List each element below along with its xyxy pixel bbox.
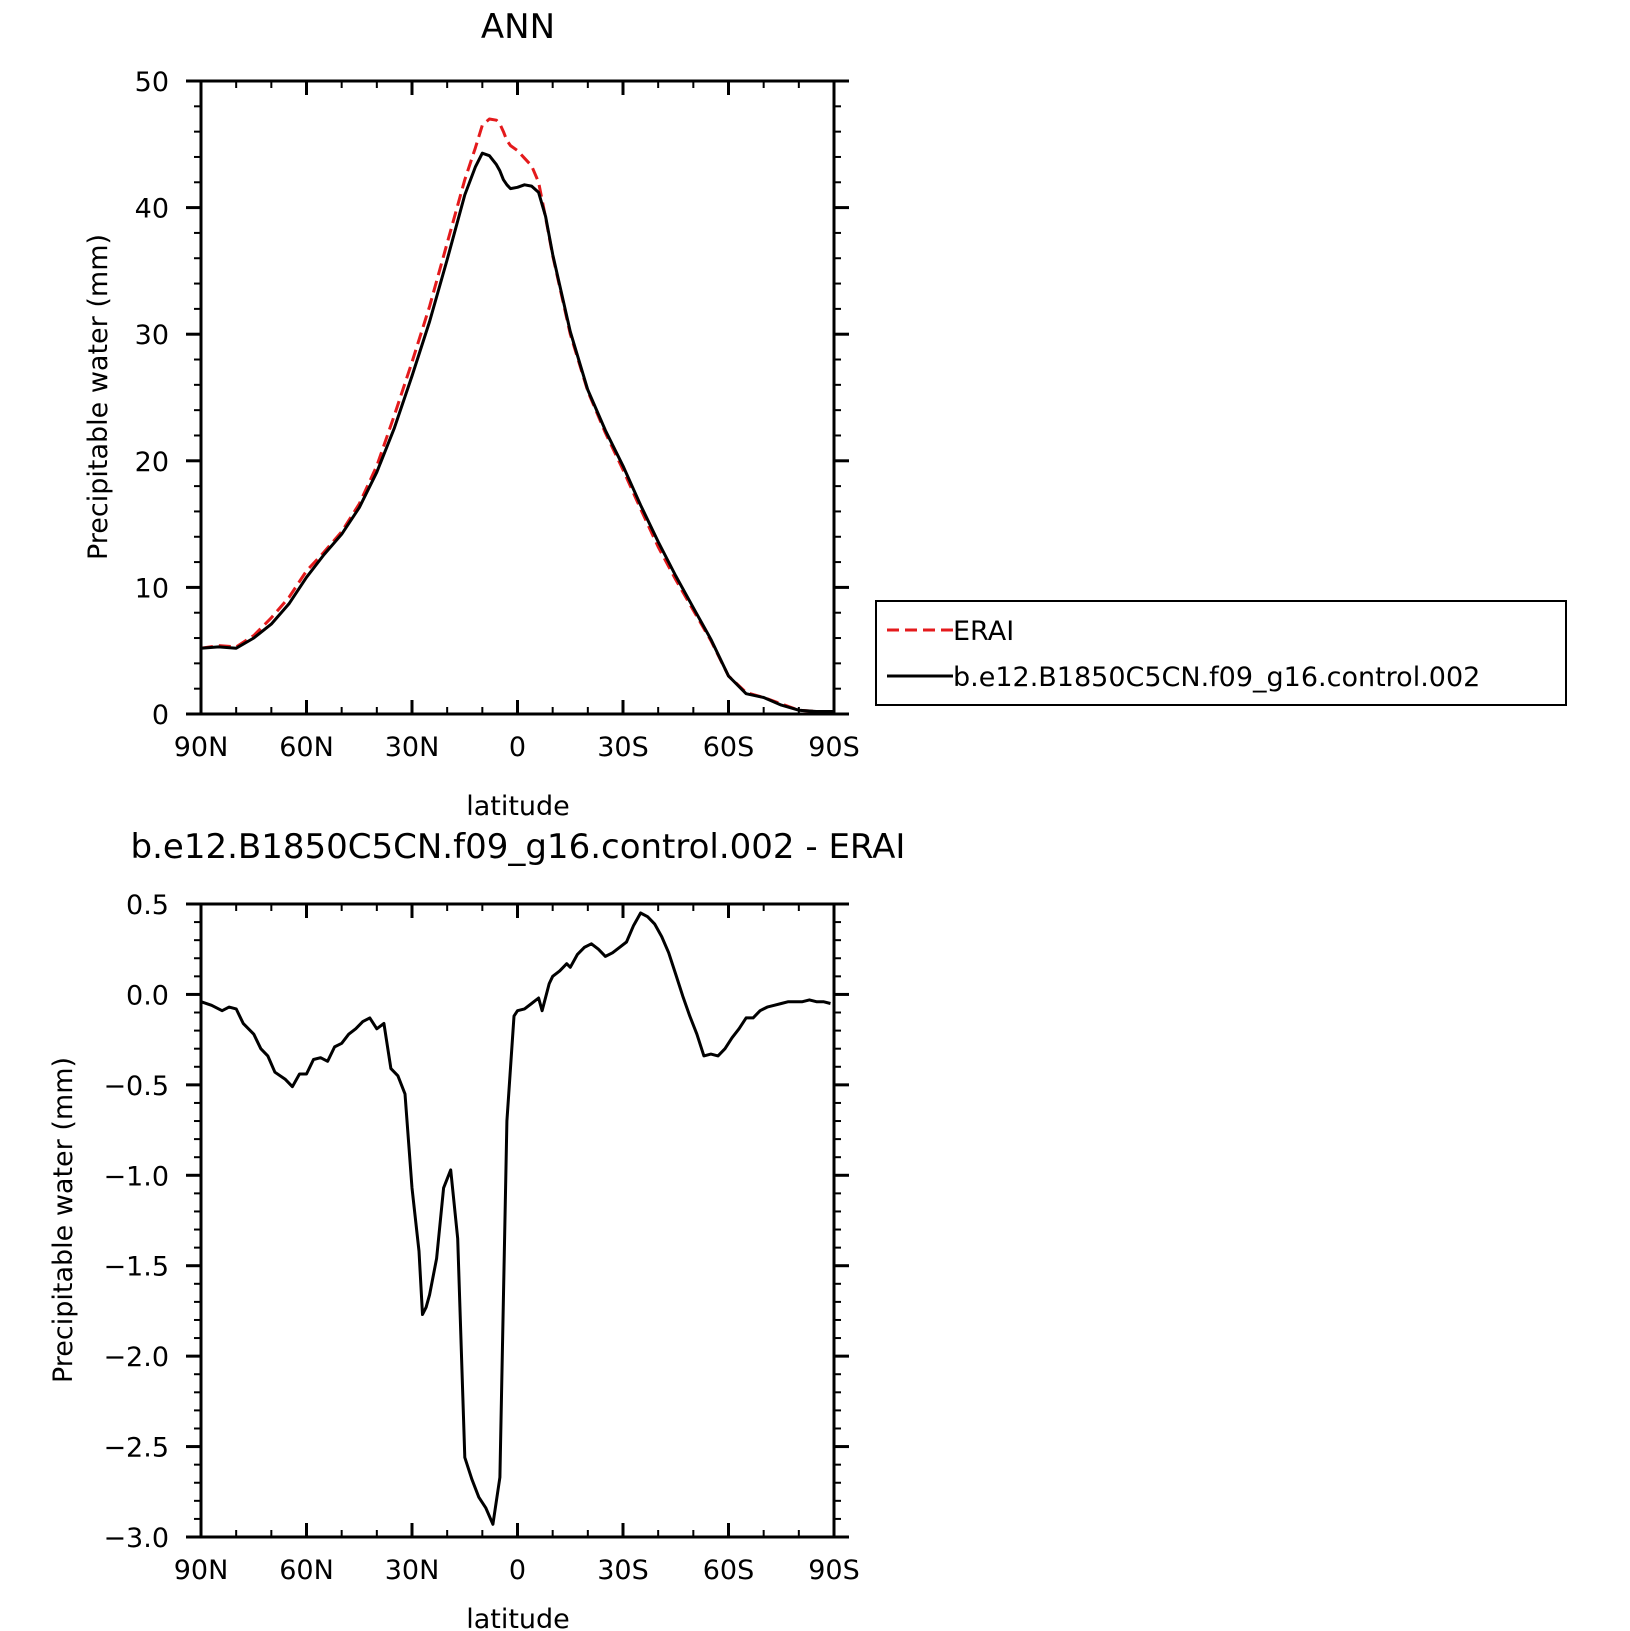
difference-y-tick-label: −2.5 bbox=[103, 1433, 169, 1464]
mean-y-tick-label: 10 bbox=[135, 573, 169, 604]
difference-y-tick-label: 0.5 bbox=[126, 890, 169, 921]
mean-x-tick-label: 90S bbox=[808, 732, 860, 763]
difference-x-axis-label: latitude bbox=[466, 1604, 570, 1631]
difference-series-line-0 bbox=[200, 911, 831, 1526]
difference-x-tick-label: 90N bbox=[174, 1555, 229, 1586]
mean-y-tick-label: 50 bbox=[135, 67, 169, 98]
difference-x-tick-label: 60S bbox=[703, 1555, 755, 1586]
mean-x-tick-label: 60S bbox=[703, 732, 755, 763]
mean-x-tick-label: 0 bbox=[509, 732, 526, 763]
mean-panel: ANN 90N 60N 30N 0 30S 60S 90S 0 10 20 30 40 50 latit… bbox=[83, 7, 860, 822]
difference-x-tick-label: 60N bbox=[279, 1555, 334, 1586]
difference-plot-frame bbox=[199, 902, 836, 1539]
difference-y-axis-label: Precipitable water (mm) bbox=[48, 1057, 79, 1383]
legend-label-model: b.e12.B1850C5CN.f09_g16.control.002 bbox=[953, 662, 1480, 693]
difference-x-tick-label: 90S bbox=[808, 1555, 860, 1586]
difference-panel-title: b.e12.B1850C5CN.f09_g16.control.002 - ER… bbox=[131, 827, 906, 867]
mean-y-tick-label: 30 bbox=[135, 320, 169, 351]
difference-y-tick-label: −3.0 bbox=[103, 1523, 169, 1554]
difference-y-tick-label: −2.0 bbox=[103, 1342, 169, 1373]
difference-y-tick-label: −1.5 bbox=[103, 1252, 169, 1283]
legend: ERAI b.e12.B1850C5CN.f09_g16.control.002 bbox=[875, 600, 1567, 706]
mean-series-line-0 bbox=[200, 117, 834, 713]
mean-y-tick-label: 40 bbox=[135, 194, 169, 225]
difference-y-tick-label: −0.5 bbox=[103, 1071, 169, 1102]
difference-panel: b.e12.B1850C5CN.f09_g16.control.002 - ER… bbox=[48, 827, 905, 1631]
mean-x-axis-label: latitude bbox=[466, 791, 570, 822]
difference-x-tick-label: 30S bbox=[597, 1555, 649, 1586]
mean-panel-title: ANN bbox=[481, 7, 555, 47]
legend-box bbox=[875, 600, 1567, 706]
mean-x-tick-label: 30N bbox=[385, 732, 440, 763]
mean-series-line-1 bbox=[200, 151, 834, 713]
mean-x-tick-label: 30S bbox=[597, 732, 649, 763]
difference-x-tick-label: 30N bbox=[385, 1555, 440, 1586]
difference-y-tick-label: −1.0 bbox=[103, 1161, 169, 1192]
mean-plot-frame bbox=[199, 79, 836, 716]
mean-x-tick-label: 90N bbox=[174, 732, 229, 763]
difference-x-tick-label: 0 bbox=[509, 1555, 526, 1586]
legend-label-erai: ERAI bbox=[953, 616, 1014, 647]
mean-y-axis-label: Precipitable water (mm) bbox=[83, 234, 114, 560]
mean-x-tick-label: 60N bbox=[279, 732, 334, 763]
mean-y-tick-label: 0 bbox=[152, 700, 169, 731]
difference-y-tick-label: 0.0 bbox=[126, 980, 169, 1011]
mean-y-tick-label: 20 bbox=[135, 447, 169, 478]
